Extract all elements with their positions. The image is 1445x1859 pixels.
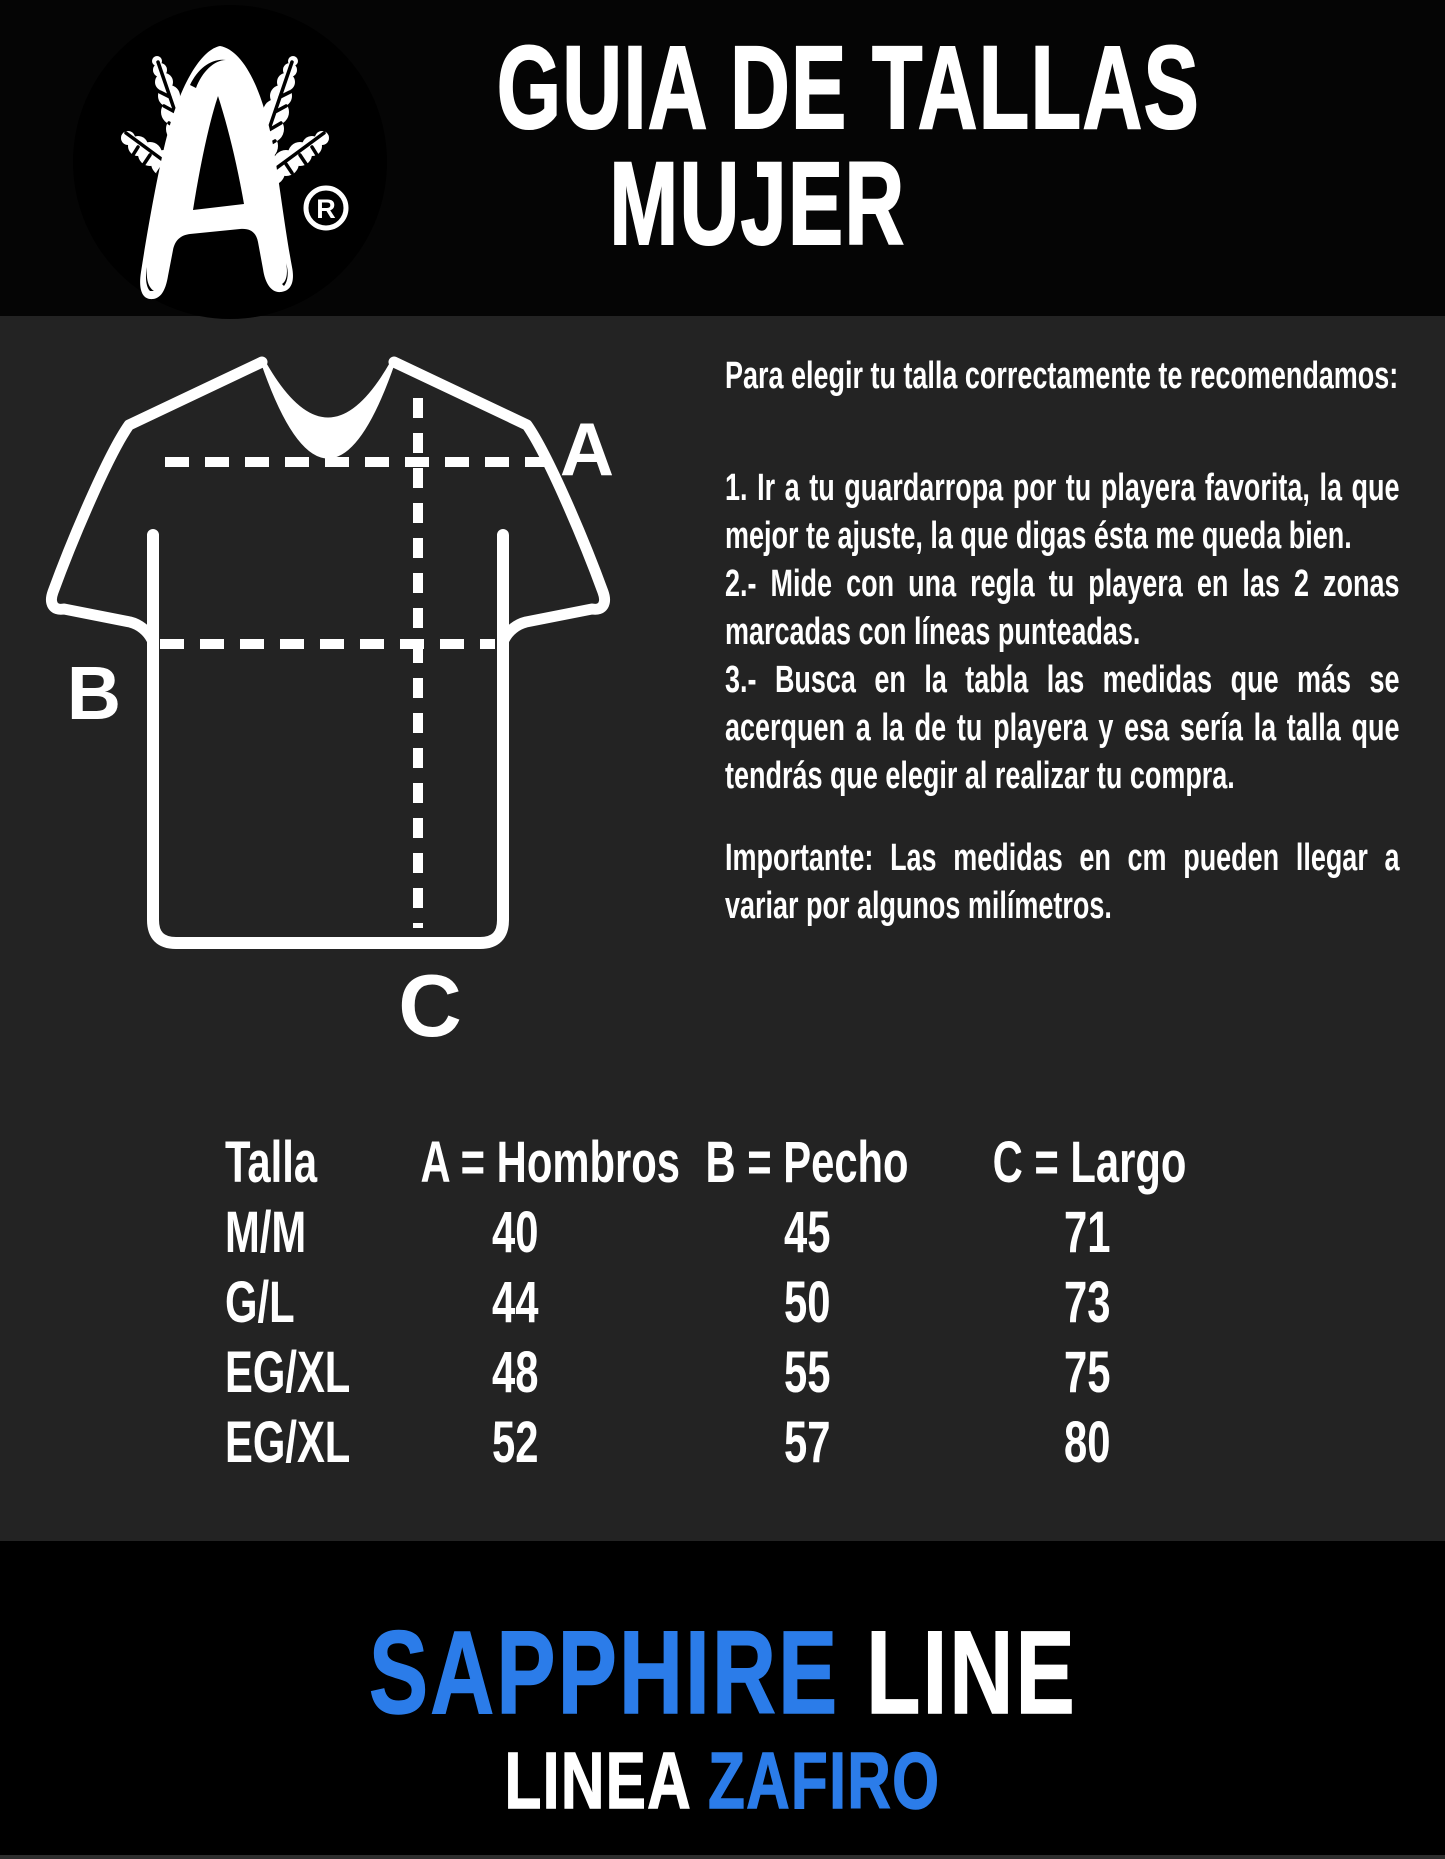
footer-linea-zafiro-line: LINEA ZAFIRO (0, 1736, 1445, 1825)
bottom-edge-line (0, 1855, 1445, 1859)
title-line-2: MUJER (609, 138, 906, 270)
instructions-intro: Para elegir tu talla correctamente te re… (725, 355, 1399, 397)
logo-letter-a (140, 46, 293, 300)
instruction-step-3: 3.- Busca en la tabla las medidas que má… (725, 659, 1400, 797)
table-row-2-pecho: 50 (784, 1270, 831, 1335)
instructions-block: Para elegir tu talla correctamente te re… (725, 352, 1400, 930)
header: R GUIA DE TALLAS MUJER (0, 0, 1445, 319)
tshirt-measurement-diagram: A B C (46, 356, 614, 1055)
footer: SAPPHIRE LINE LINEA ZAFIRO (0, 1541, 1445, 1859)
table-row-4-largo: 80 (1064, 1410, 1111, 1475)
column-header-hombros: A = Hombros (420, 1130, 680, 1195)
table-row-3-largo: 75 (1064, 1340, 1111, 1405)
table-row-4-talla: EG/XL (225, 1410, 351, 1475)
table-row-1-talla: M/M (225, 1200, 307, 1265)
table-row-3-talla: EG/XL (225, 1340, 351, 1405)
size-table: Talla A = Hombros B = Pecho C = Largo M/… (225, 1128, 1220, 1478)
tshirt-outline-right (388, 356, 610, 648)
brand-logo: R (73, 5, 387, 319)
table-row-1-pecho: 45 (784, 1200, 831, 1265)
table-row-2-hombros: 44 (491, 1270, 539, 1335)
table-row-4-hombros: 52 (491, 1410, 539, 1475)
footer-sapphire-text: SAPPHIRE (368, 1607, 839, 1739)
table-row-3-pecho: 55 (784, 1340, 831, 1405)
label-shoulder: A (560, 407, 614, 491)
table-row-3-hombros: 48 (491, 1340, 539, 1405)
table-row-1-largo: 71 (1064, 1200, 1111, 1265)
title-line-1: GUIA DE TALLAS (496, 22, 1201, 154)
table-row-2-talla: G/L (225, 1270, 295, 1335)
tshirt-outline-left (46, 356, 268, 648)
column-header-talla: Talla (225, 1130, 318, 1195)
table-row-2-largo: 73 (1064, 1270, 1111, 1335)
svg-text:R: R (316, 194, 336, 224)
tshirt-body (147, 529, 509, 949)
footer-zafiro-text: ZAFIRO (708, 1736, 941, 1825)
table-row-4-pecho: 57 (784, 1410, 831, 1475)
instruction-step-2: 2.- Mide con una regla tu playera en las… (725, 563, 1400, 653)
instruction-step-1: 1. Ir a tu guardarropa por tu playera fa… (725, 467, 1400, 557)
label-chest: B (67, 651, 121, 735)
label-length: C (398, 956, 462, 1055)
registered-trademark-icon: R (303, 185, 349, 231)
tshirt-collar (261, 361, 395, 459)
footer-line-text: LINE (865, 1607, 1077, 1739)
page-title: GUIA DE TALLAS MUJER (385, 22, 1201, 270)
column-header-pecho: B = Pecho (705, 1130, 910, 1195)
footer-linea-text: LINEA (504, 1736, 690, 1825)
column-header-largo: C = Largo (992, 1130, 1187, 1195)
table-row-1-hombros: 40 (491, 1200, 539, 1265)
footer-brand-line: SAPPHIRE LINE (0, 1612, 1445, 1734)
instructions-note: Importante: Las medidas en cm pueden lle… (725, 837, 1400, 927)
